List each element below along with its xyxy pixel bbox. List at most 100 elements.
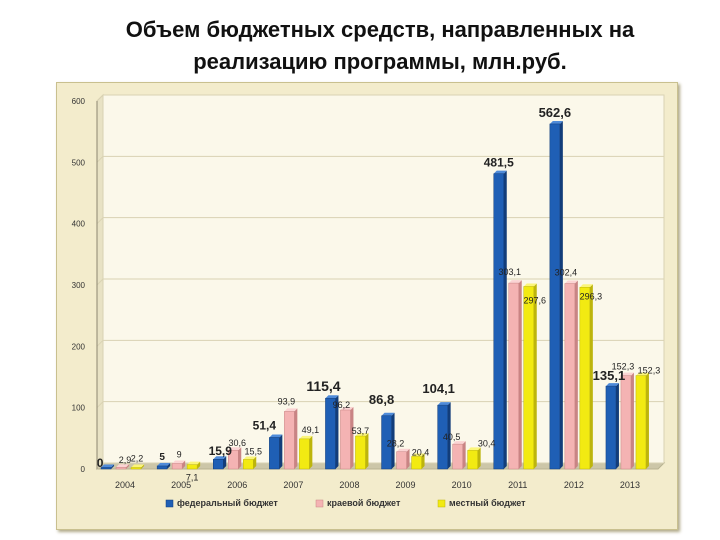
y-tick-label: 0 [81, 465, 86, 474]
bar [508, 282, 519, 470]
data-label: 51,4 [253, 418, 277, 432]
bar [523, 286, 534, 470]
bar-side [533, 283, 537, 469]
bar [564, 283, 576, 470]
bar [228, 449, 239, 470]
data-label: 15,9 [209, 444, 233, 458]
x-tick-label: 2007 [283, 480, 303, 490]
bar-top [157, 462, 171, 466]
x-tick-label: 2013 [620, 480, 640, 490]
bar-top [523, 283, 537, 287]
bar-top [411, 453, 425, 457]
bar [549, 123, 561, 470]
bar-side [309, 435, 313, 469]
data-label: 152,3 [612, 362, 635, 372]
bar-top [340, 406, 354, 410]
data-label: 53,7 [352, 426, 370, 436]
bar-top [605, 383, 619, 387]
bar-side [223, 456, 227, 469]
bar-side [126, 464, 130, 469]
data-label: 96,2 [333, 400, 351, 410]
bar-side [141, 464, 145, 469]
bar [635, 375, 647, 470]
bar-top [325, 395, 339, 399]
data-label: 9 [177, 449, 182, 459]
bar-top [299, 435, 313, 439]
bar-side [238, 447, 242, 469]
bar-side [294, 408, 298, 469]
data-label: 296,3 [580, 291, 603, 301]
data-label: 0 [97, 456, 104, 470]
bar-side [365, 433, 369, 469]
bar [299, 438, 310, 470]
bar [493, 173, 504, 470]
data-label: 86,8 [369, 392, 394, 407]
chart-title-line-1: Объем бюджетных средств, направленных на [125, 17, 635, 42]
data-label: 93,9 [278, 396, 296, 406]
bar-side [574, 280, 578, 469]
data-label: 135,1 [593, 368, 626, 383]
bar-side [615, 383, 619, 469]
data-label: 30,6 [228, 438, 246, 448]
bar-top [564, 280, 578, 284]
bar-side [503, 170, 507, 469]
bar-top [467, 447, 481, 451]
data-label: 49,1 [302, 425, 320, 435]
bar-side [335, 395, 339, 469]
legend-label: местный бюджет [449, 498, 526, 508]
data-label: 481,5 [484, 156, 514, 170]
gridline-diag [96, 401, 104, 409]
bar-top [187, 461, 201, 465]
bar [411, 456, 422, 470]
x-tick-label: 2011 [508, 480, 527, 490]
gridline-diag [96, 94, 104, 102]
legend-swatch [437, 499, 446, 508]
bar-top [381, 412, 395, 416]
data-label: 297,6 [523, 295, 546, 305]
bar-top [172, 460, 186, 464]
bar-side [167, 462, 171, 469]
bar-top [284, 408, 298, 412]
data-label: 303,1 [498, 267, 521, 277]
legend-swatch [315, 499, 324, 508]
bar-side [518, 280, 522, 469]
x-tick-label: 2005 [171, 480, 191, 490]
bar-side [462, 441, 466, 469]
x-tick-label: 2010 [452, 480, 472, 490]
data-label: 104,1 [422, 381, 455, 396]
bar-side [421, 453, 425, 469]
bar-side [406, 448, 410, 469]
y-tick-label: 200 [72, 342, 86, 351]
legend-swatch [165, 499, 174, 508]
data-label: 5 [159, 452, 165, 463]
bar [156, 465, 168, 470]
bar-side [630, 372, 634, 469]
bar-top [508, 280, 522, 284]
bar [340, 409, 351, 470]
bar-top [355, 433, 369, 437]
bar-top [549, 120, 563, 124]
bar-top [228, 447, 242, 451]
bar [579, 287, 591, 470]
x-tick-label: 2006 [227, 480, 247, 490]
bar-side [253, 456, 257, 469]
data-label: 20,4 [412, 447, 430, 457]
data-label: 30,4 [478, 438, 496, 448]
bar-side [391, 412, 395, 469]
bar [100, 467, 112, 470]
chart-title-line-2: реализацию программы, млн.руб. [193, 49, 567, 74]
x-tick-label: 2012 [564, 480, 584, 490]
gridline-diag [96, 462, 104, 470]
bar-top [635, 372, 649, 376]
data-label: 152,3 [638, 366, 661, 376]
y-tick-label: 500 [72, 158, 86, 167]
bar [186, 464, 198, 470]
bar [396, 451, 407, 470]
bar [269, 437, 280, 470]
y-tick-label: 300 [72, 281, 86, 290]
bar [325, 397, 336, 470]
bar-side [589, 284, 593, 469]
chart-title: Объем бюджетных средств, направленных на… [0, 14, 720, 78]
y-tick-label: 600 [72, 97, 86, 106]
